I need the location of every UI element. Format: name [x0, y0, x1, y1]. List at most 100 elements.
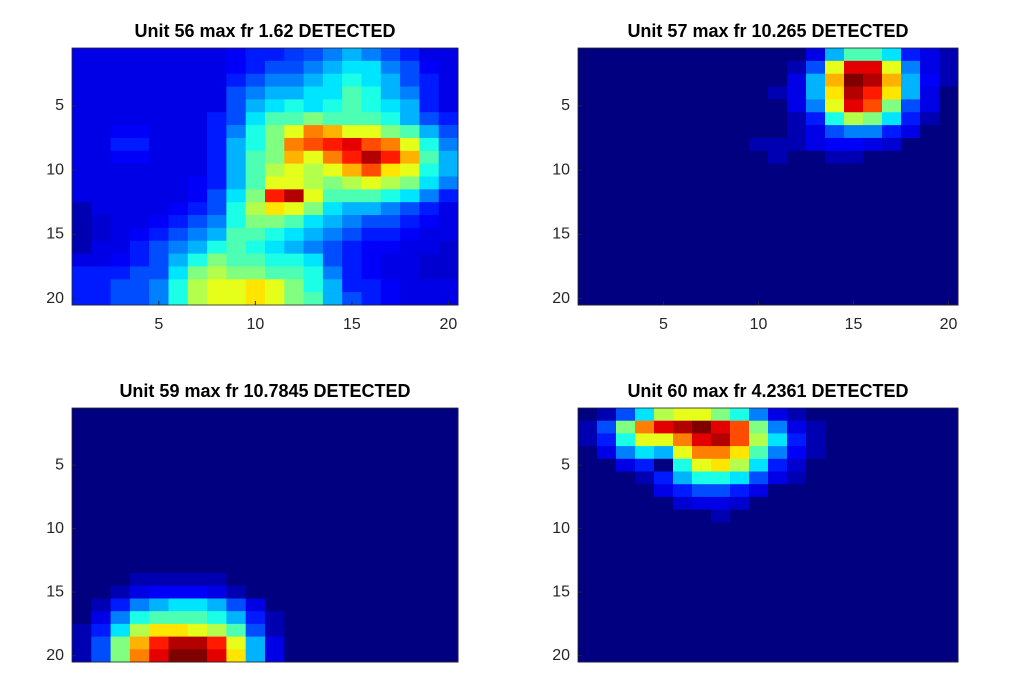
heatmap-cell	[110, 73, 131, 88]
heatmap-cell	[825, 585, 845, 599]
heatmap-cell	[749, 240, 769, 255]
heatmap-cell	[939, 253, 959, 267]
heatmap-cell	[825, 279, 845, 293]
heatmap-cell	[207, 189, 227, 203]
heatmap-cell	[322, 496, 343, 511]
heatmap-cell	[730, 623, 750, 638]
heatmap-cell	[806, 573, 826, 587]
heatmap-cell	[749, 496, 769, 511]
heatmap-cell	[654, 240, 674, 255]
heatmap-cell	[129, 240, 150, 255]
heatmap-cell	[901, 48, 921, 62]
heatmap-cell	[616, 408, 636, 422]
heatmap-cell	[863, 598, 883, 612]
heatmap-cell	[72, 484, 92, 498]
heatmap-cell	[806, 623, 826, 638]
heatmap-cell	[616, 99, 636, 113]
heatmap-cell	[284, 112, 305, 126]
heatmap-cell	[110, 433, 131, 447]
heatmap-cell	[187, 112, 208, 126]
heatmap-cell	[597, 279, 617, 293]
heatmap-cell	[578, 227, 598, 242]
heatmap-cell	[207, 649, 227, 663]
y-tick-label: 10	[46, 520, 64, 537]
heatmap-cell	[673, 547, 693, 561]
heatmap-cell	[844, 112, 864, 126]
heatmap-cell	[207, 509, 227, 523]
heatmap-cell	[187, 611, 208, 625]
heatmap-cell	[730, 484, 750, 498]
heatmap-cell	[187, 215, 208, 229]
heatmap-cell	[901, 240, 921, 255]
heatmap-cell	[284, 420, 305, 434]
heatmap-cell	[129, 150, 150, 165]
heatmap-cell	[187, 496, 208, 511]
heatmap-cell	[863, 137, 883, 152]
heatmap-cell	[400, 446, 420, 460]
heatmap-cell	[265, 253, 285, 267]
heatmap-cell	[322, 215, 343, 229]
heatmap-cell	[361, 433, 382, 447]
heatmap-cell	[901, 137, 921, 152]
heatmap-cell	[226, 99, 247, 113]
heatmap-cell	[749, 266, 769, 280]
heatmap-cell	[901, 202, 921, 216]
heatmap-cell	[654, 623, 674, 638]
heatmap-cell	[673, 458, 693, 472]
heatmap-cell	[787, 292, 807, 306]
heatmap-cell	[863, 99, 883, 113]
heatmap-cell	[187, 573, 208, 587]
heatmap-cell	[419, 636, 440, 650]
heatmap-cell	[149, 202, 169, 216]
heatmap-cell	[187, 408, 208, 422]
heatmap-cell	[730, 163, 750, 177]
heatmap-cell	[863, 253, 883, 267]
heatmap-cell	[578, 125, 598, 139]
heatmap-cell	[768, 279, 788, 293]
heatmap-cell	[806, 189, 826, 203]
heatmap-cell	[654, 86, 674, 100]
heatmap-cell	[768, 125, 788, 139]
heatmap-cell	[400, 73, 420, 88]
heatmap-cell	[168, 547, 189, 561]
heatmap-cell	[882, 150, 902, 165]
heatmap-cell	[711, 176, 731, 190]
heatmap-cell	[245, 125, 266, 139]
heatmap-cell	[711, 408, 731, 422]
heatmap-cell	[129, 598, 150, 612]
heatmap-cell	[187, 189, 208, 203]
heatmap-cell	[438, 189, 459, 203]
heatmap-cell	[380, 420, 401, 434]
heatmap-cell	[768, 215, 788, 229]
heatmap-cell	[265, 125, 285, 139]
heatmap-cell	[844, 420, 864, 434]
heatmap-cell	[149, 560, 169, 574]
x-tick-label: 20	[439, 316, 457, 333]
heatmap-cell	[939, 636, 959, 650]
heatmap-cell	[226, 163, 247, 177]
heatmap-cell	[265, 202, 285, 216]
heatmap-cell	[265, 137, 285, 152]
heatmap-cell	[284, 266, 305, 280]
heatmap-cell	[654, 189, 674, 203]
heatmap-cell	[226, 446, 247, 460]
axes-box	[577, 407, 959, 663]
heatmap-cell	[863, 279, 883, 293]
heatmap-cell	[265, 408, 285, 422]
heatmap-cell	[730, 496, 750, 511]
heatmap-cell	[438, 636, 459, 650]
heatmap-cell	[787, 112, 807, 126]
heatmap-cell	[787, 227, 807, 242]
heatmap-cell	[882, 266, 902, 280]
heatmap-cell	[91, 150, 112, 165]
heatmap-cell	[91, 292, 112, 306]
heatmap-cell	[901, 535, 921, 549]
heatmap-cell	[806, 240, 826, 255]
heatmap-cell	[380, 137, 401, 152]
heatmap-cell	[322, 509, 343, 523]
heatmap-cell	[711, 547, 731, 561]
heatmap-cell	[303, 163, 324, 177]
heatmap-cell	[168, 471, 189, 485]
heatmap-cell	[863, 86, 883, 100]
heatmap-cell	[168, 649, 189, 663]
